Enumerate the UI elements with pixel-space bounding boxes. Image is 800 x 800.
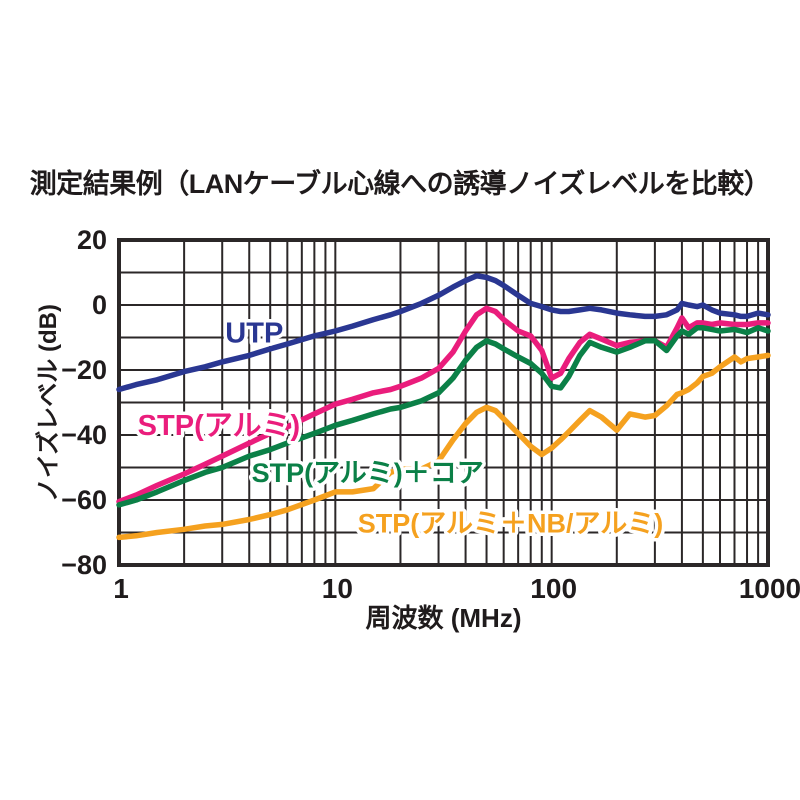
series-label-stp-: STP(アルミ)＋コア (252, 458, 484, 488)
plot-border (117, 238, 770, 567)
y-tick-label: −60 (61, 485, 107, 515)
x-axis-title: 周波数 (MHz) (365, 603, 522, 633)
y-tick-label: −80 (61, 550, 107, 580)
y-tick-label: −40 (61, 420, 107, 450)
y-tick-label: 0 (92, 290, 107, 320)
y-tick-label: 20 (77, 225, 107, 255)
series-label-stp-nb-: STP(アルミ＋NB/アルミ) (358, 509, 663, 539)
series-line-stp-nb- (116, 352, 771, 541)
x-tick-label: 10 (322, 573, 353, 604)
x-tick-label: 1000 (739, 573, 800, 604)
series-label-utp: UTP (225, 317, 283, 349)
chart-title: 測定結果例（LANケーブル心線への誘導ノイズレベルを比較） (29, 169, 771, 199)
series-line-utp (116, 273, 771, 393)
series-line-stp- (116, 305, 771, 505)
x-tick-label: 1 (113, 573, 129, 604)
x-tick-label: 100 (530, 573, 577, 604)
series-label-stp-: STP(アルミ) (138, 410, 300, 442)
y-tick-label: −20 (61, 355, 107, 385)
series-line-stp- (116, 325, 771, 508)
